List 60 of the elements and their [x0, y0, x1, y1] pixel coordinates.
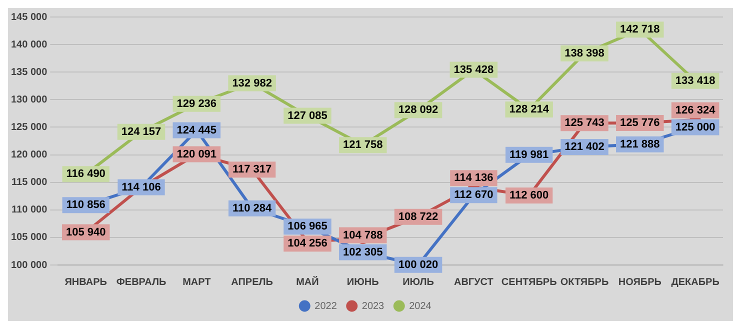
legend-label: 2024	[409, 300, 432, 312]
data-label: 108 722	[398, 210, 438, 223]
data-label: 125 000	[675, 121, 716, 134]
y-tick-label: 130 000	[10, 94, 48, 106]
data-label: 121 888	[620, 138, 660, 150]
data-label: 127 085	[288, 110, 328, 122]
data-label: 105 940	[66, 226, 106, 238]
x-tick-label: ИЮЛЬ	[402, 276, 434, 288]
y-tick-label: 140 000	[10, 39, 48, 50]
data-label: 112 600	[510, 190, 549, 202]
x-tick-label: ОКТЯБРЬ	[560, 276, 609, 288]
data-label: 116 490	[66, 168, 106, 180]
data-label: 110 284	[232, 202, 273, 214]
data-label: 129 236	[176, 98, 217, 110]
x-tick-label: СЕНТЯБРЬ	[501, 276, 557, 288]
data-label: 106 965	[288, 220, 328, 233]
x-tick-label: АПРЕЛЬ	[231, 276, 273, 288]
y-tick-label: 105 000	[10, 232, 48, 244]
legend-label: 2022	[314, 300, 338, 312]
data-label: 128 214	[509, 104, 550, 116]
data-label: 119 981	[510, 148, 549, 161]
x-tick-label: МАРТ	[182, 276, 211, 288]
x-tick-label: МАЙ	[296, 274, 319, 288]
data-label: 120 091	[176, 148, 217, 160]
data-label: 121 758	[342, 139, 383, 152]
data-label: 133 418	[675, 74, 716, 87]
data-label: 100 020	[398, 258, 438, 271]
data-label: 110 856	[66, 199, 106, 212]
y-tick-label: 100 000	[10, 260, 48, 271]
data-label: 132 982	[232, 77, 272, 90]
x-tick-label: НОЯБРЬ	[618, 276, 662, 288]
legend-label: 2023	[362, 300, 385, 312]
data-label: 142 718	[620, 24, 660, 36]
data-label: 121 402	[564, 141, 604, 154]
data-label: 117 317	[232, 164, 272, 176]
y-tick-label: 120 000	[10, 150, 48, 161]
data-label: 104 256	[288, 238, 328, 250]
data-label: 126 324	[675, 104, 716, 116]
data-label: 138 398	[564, 47, 604, 60]
data-label: 135 428	[454, 64, 494, 76]
data-label: 124 445	[176, 124, 217, 136]
x-tick-label: ЯНВАРЬ	[64, 276, 107, 288]
x-tick-label: ИЮНЬ	[346, 276, 379, 288]
x-tick-label: ДЕКАБРЬ	[671, 276, 720, 288]
x-tick-label: АВГУСТ	[454, 276, 494, 288]
data-label: 104 788	[342, 229, 383, 242]
y-tick-label: 115 000	[12, 177, 48, 188]
data-label: 124 157	[121, 126, 162, 138]
y-tick-label: 125 000	[10, 122, 48, 133]
y-tick-label: 135 000	[10, 66, 48, 78]
data-label: 102 305	[342, 246, 383, 258]
y-tick-label: 110 000	[12, 204, 48, 216]
y-tick-label: 145 000	[10, 12, 48, 23]
data-label: 125 743	[564, 117, 604, 130]
data-label: 114 136	[454, 172, 494, 184]
x-tick-label: ФЕВРАЛЬ	[116, 276, 166, 288]
data-label: 112 670	[454, 189, 494, 202]
data-label: 114 106	[122, 181, 161, 194]
data-label: 125 776	[620, 116, 660, 129]
data-label: 128 092	[398, 104, 438, 116]
